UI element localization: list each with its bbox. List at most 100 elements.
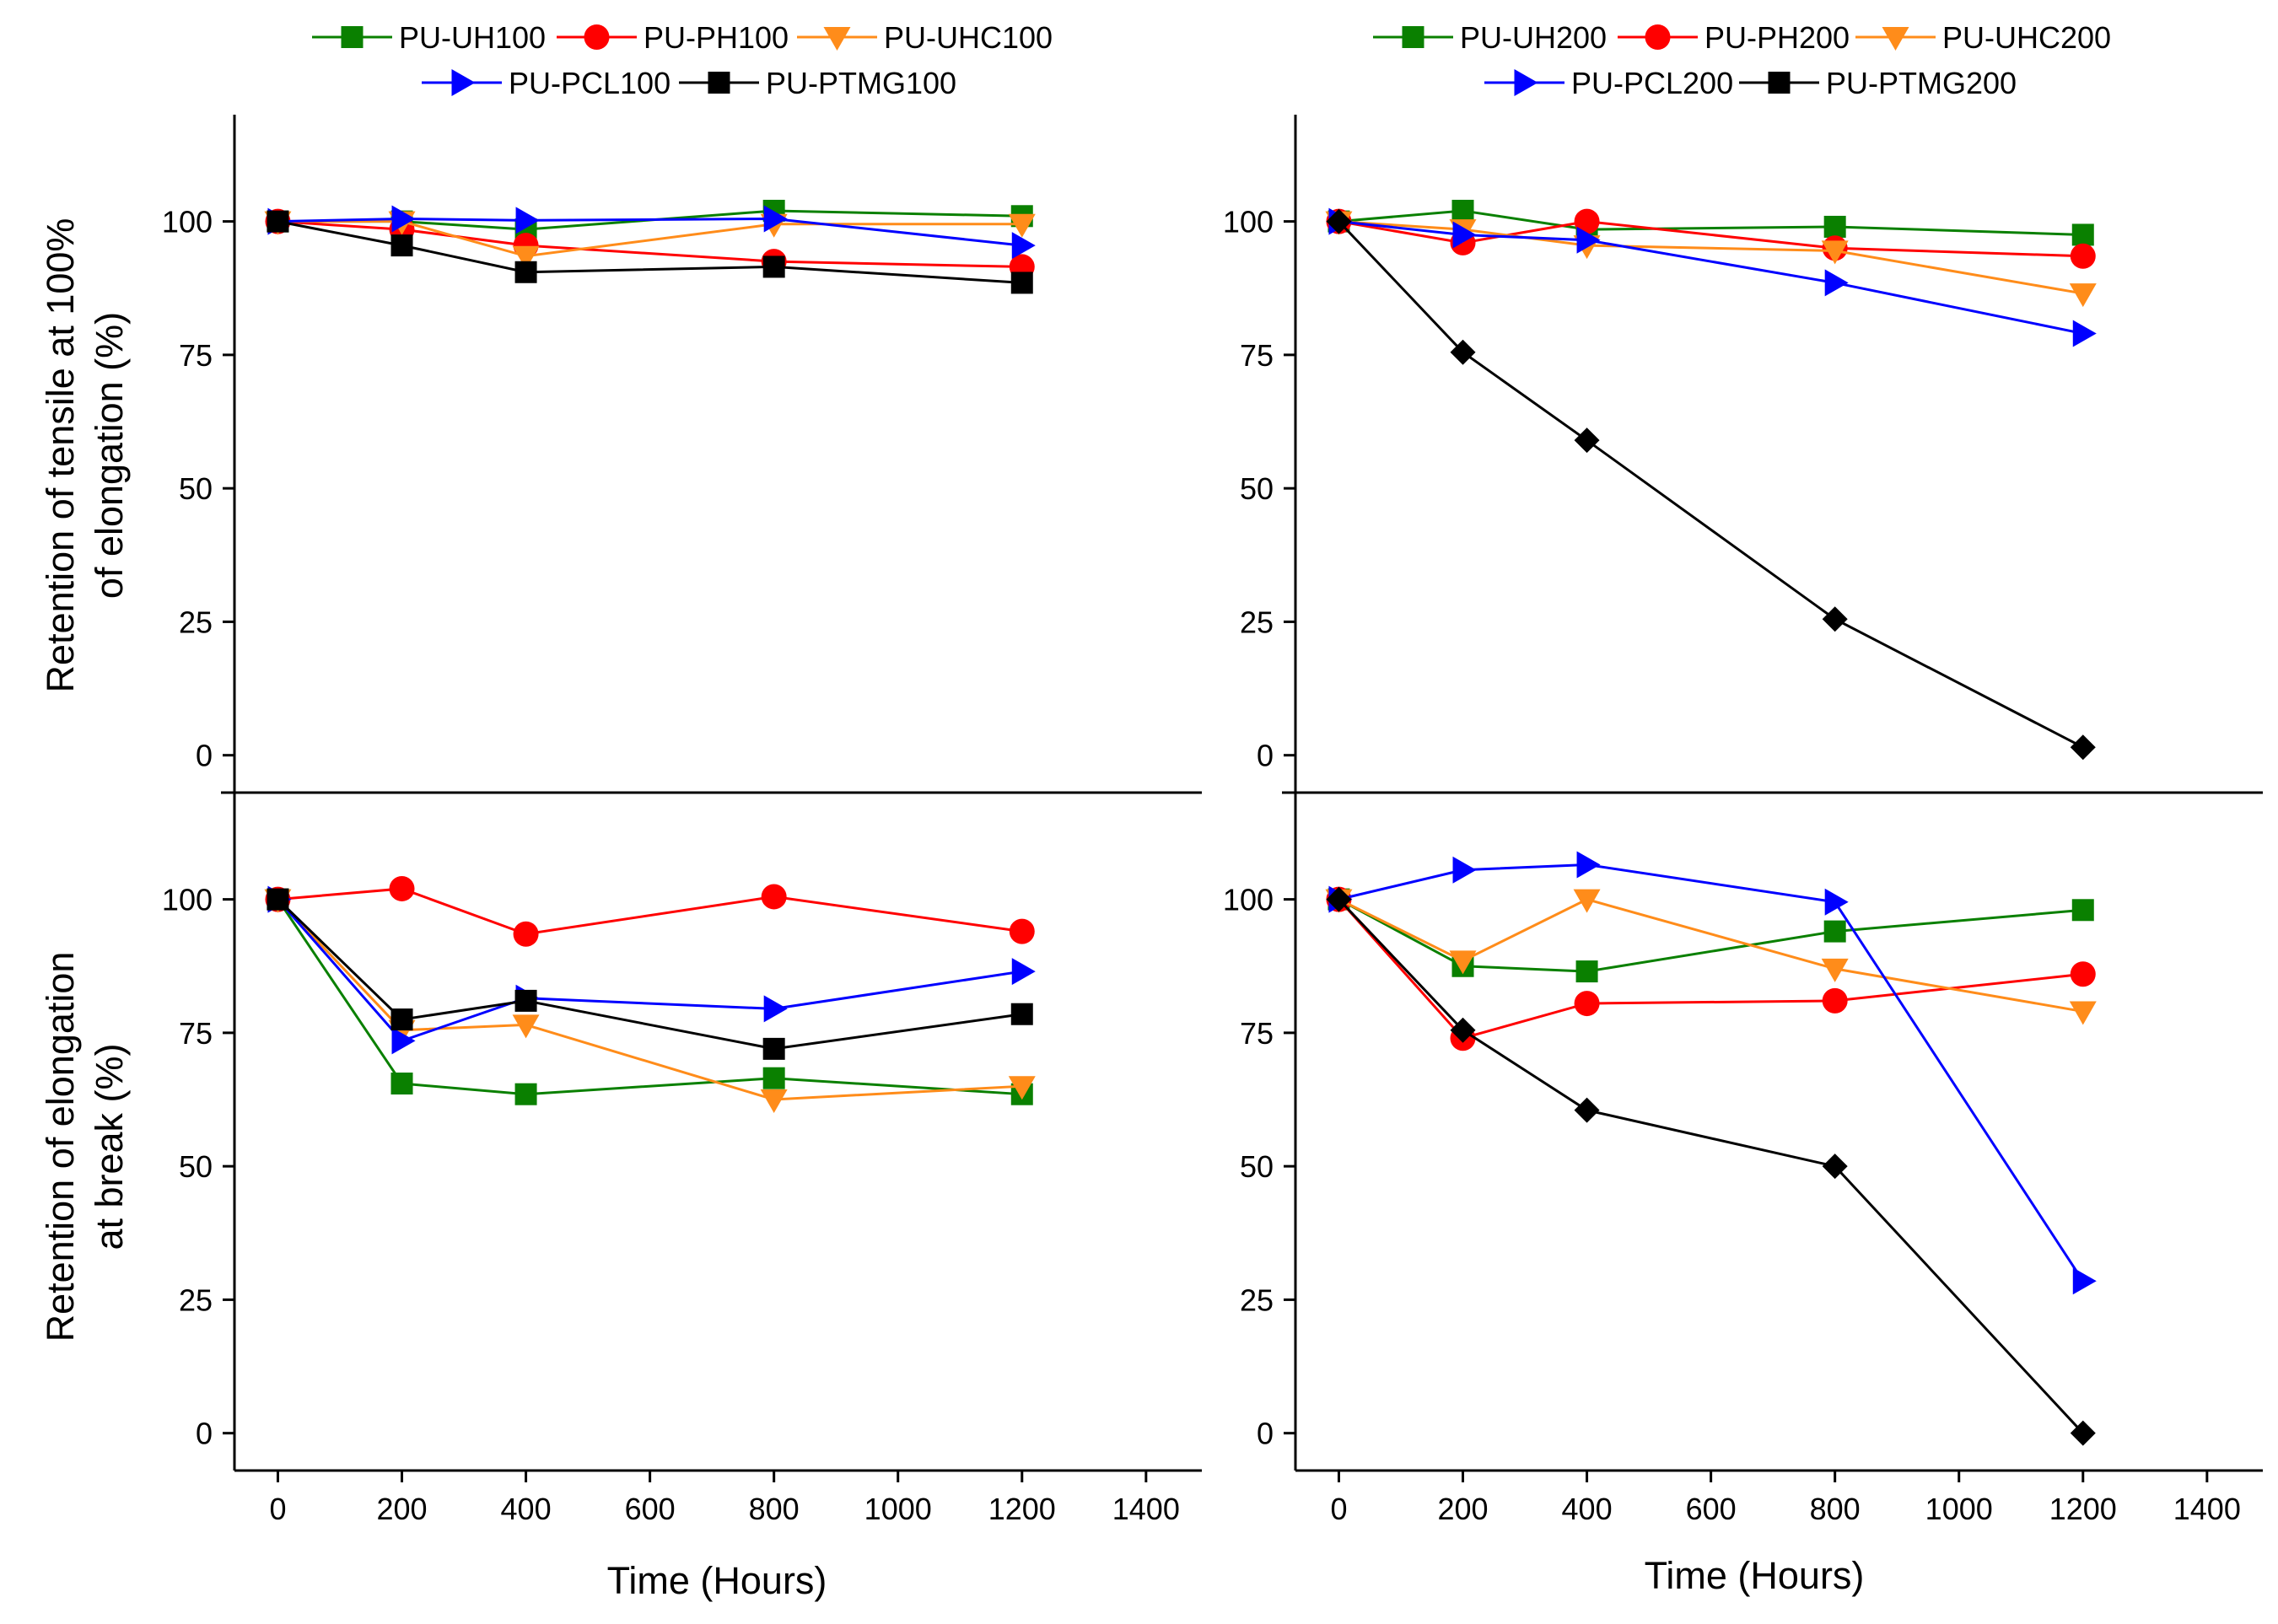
legend-label: PU-PH100 — [644, 20, 789, 55]
legend-marker-PU-UHC200 — [1882, 27, 1909, 51]
legend-label: PU-UH100 — [399, 20, 546, 55]
y-axis-title-top-line: of elongation (%) — [88, 312, 131, 599]
data-point-PU-PTMG200 — [1574, 1097, 1600, 1123]
legend-left: PU-UH100 PU-PH100 PU-UHC100 PU-PCL100 PU-PTM… — [312, 20, 1053, 100]
data-point-PU-UHC200 — [1821, 958, 1849, 982]
y-tick-label: 25 — [179, 605, 213, 639]
y-tick-label: 50 — [179, 471, 213, 506]
data-point-PU-PTMG100 — [762, 1037, 785, 1060]
legend-item-PU-PTMG200: PU-PTMG200 — [1739, 66, 2017, 100]
data-point-PU-PCL200 — [1824, 888, 1849, 916]
data-point-PU-PTMG100 — [267, 888, 289, 911]
x-tick-label: 600 — [1686, 1492, 1737, 1526]
data-point-PU-UH100 — [390, 1073, 413, 1095]
data-point-PU-UHC100 — [1008, 1076, 1036, 1100]
x-tick-label: 1200 — [2049, 1492, 2117, 1526]
y-tick-label: 75 — [1240, 1016, 1274, 1051]
series-PU-UH100 — [267, 888, 1033, 1105]
data-point-PU-UHC200 — [2069, 1001, 2097, 1025]
data-point-PU-PTMG100 — [514, 261, 537, 283]
legend-item-PU-PTMG100: PU-PTMG100 — [679, 66, 956, 100]
data-point-PU-UH200 — [1823, 920, 1846, 943]
y-tick-label: 75 — [1240, 338, 1274, 373]
x-tick-label: 800 — [1810, 1492, 1861, 1526]
y-tick-label: 25 — [1240, 605, 1274, 639]
data-point-PU-UHC200 — [1449, 950, 1477, 975]
y-tick-label: 0 — [196, 739, 213, 773]
legend-marker-PU-PH200 — [1645, 24, 1671, 50]
legend-label: PU-UH200 — [1460, 20, 1607, 55]
y-axis-title-top-line: Retention of tensile at 100% — [39, 218, 82, 693]
data-point-PU-UH100 — [762, 1067, 785, 1089]
series-line-PU-PH200 — [1338, 220, 2083, 258]
data-point-PU-PCL200 — [1452, 221, 1477, 249]
series-line-PU-UHC100 — [277, 898, 1022, 1101]
x-tick-label: 0 — [1330, 1492, 1347, 1526]
legend-label: PU-UHC200 — [1942, 20, 2111, 55]
legend-marker-PU-UH100 — [341, 26, 364, 48]
y-tick-label: 50 — [1240, 471, 1274, 506]
legend-label: PU-PTMG200 — [1826, 66, 2017, 100]
data-point-PU-UH100 — [514, 1083, 537, 1105]
series-PU-PTMG200 — [1326, 886, 2096, 1446]
panel-elongation-200: 0 200 400 600 800 1000 1200 1400 0 25 50 75 100 — [1223, 791, 2263, 1526]
data-point-PU-UH200 — [1575, 960, 1598, 983]
series-line-PU-UH200 — [1338, 898, 2083, 973]
legend-marker-PU-PTMG100 — [708, 72, 730, 94]
legend-item-PU-PH100: PU-PH100 — [557, 20, 789, 55]
data-point-PU-PCL200 — [1824, 269, 1849, 297]
legend-marker-PU-PH100 — [584, 24, 610, 50]
data-point-PU-UHC200 — [1573, 889, 1601, 913]
y-tick-label: 50 — [179, 1149, 213, 1184]
data-point-PU-PCL100 — [391, 205, 416, 233]
y-tick-label: 50 — [1240, 1149, 1274, 1184]
series-PU-UH200 — [1327, 888, 2094, 983]
series-line-PU-UHC100 — [277, 220, 1022, 258]
x-tick-label: 0 — [269, 1492, 286, 1526]
y-axis-labels: Retention of tensile at 100% of elongatio… — [39, 218, 131, 1342]
panel-elongation-100: 0 200 400 600 800 1000 1200 1400 0 25 50 75 100 — [162, 791, 1202, 1526]
data-point-PU-PTMG100 — [1010, 1003, 1033, 1025]
y-tick-label: 25 — [1240, 1283, 1274, 1317]
data-point-PU-PH200 — [1574, 991, 1600, 1017]
y-tick-label: 100 — [162, 205, 213, 239]
x-tick-label: 1000 — [1925, 1492, 1993, 1526]
legend-item-PU-UH200: PU-UH200 — [1373, 20, 1607, 55]
data-point-PU-PTMG200 — [1822, 606, 1848, 632]
legend-right: PU-UH200 PU-PH200 PU-UHC200 PU-PCL200 PU-PTM… — [1373, 20, 2111, 100]
data-point-PU-UH200 — [2071, 899, 2094, 922]
data-point-PU-UHC200 — [1821, 240, 1849, 265]
legend-marker-PU-UH200 — [1402, 26, 1424, 48]
legend-item-PU-PCL100: PU-PCL100 — [422, 66, 670, 100]
legend-marker-PU-PCL100 — [451, 69, 476, 96]
data-point-PU-PTMG200 — [2070, 1420, 2096, 1446]
legend-item-PU-UHC100: PU-UHC100 — [797, 20, 1053, 55]
legend-item-PU-UH100: PU-UH100 — [312, 20, 546, 55]
data-point-PU-PCL100 — [763, 205, 788, 233]
data-point-PU-PCL100 — [763, 995, 788, 1023]
series-line-PU-PCL100 — [277, 217, 1022, 247]
y-tick-label: 75 — [179, 338, 213, 373]
data-point-PU-PTMG200 — [1326, 886, 1352, 912]
data-point-PU-PTMG100 — [514, 989, 537, 1012]
legend-item-PU-PCL200: PU-PCL200 — [1484, 66, 1733, 100]
x-tick-label: 1200 — [988, 1492, 1056, 1526]
x-tick-label: 1400 — [1112, 1492, 1180, 1526]
series-PU-PH200 — [1326, 886, 2096, 1051]
data-point-PU-PCL200 — [1452, 856, 1477, 884]
data-point-PU-PH200 — [2070, 243, 2096, 269]
data-point-PU-PTMG200 — [1326, 208, 1352, 234]
y-axis-title-bottom-line: at break (%) — [88, 1043, 131, 1250]
x-axis-labels: Time (Hours) Time (Hours) — [607, 1554, 1865, 1602]
legend-label: PU-PH200 — [1704, 20, 1850, 55]
y-tick-label: 0 — [1257, 739, 1274, 773]
legend-label: PU-PCL200 — [1571, 66, 1733, 100]
panel-tensile-100: 0 25 50 75 100 — [162, 115, 1202, 794]
data-point-PU-UH200 — [1451, 199, 1474, 222]
data-point-PU-PCL100 — [515, 207, 540, 234]
y-axis-title-bottom: Retention of elongation at break (%) — [39, 952, 131, 1342]
data-point-PU-UHC100 — [1008, 213, 1036, 238]
data-point-PU-PH200 — [1822, 987, 1848, 1014]
